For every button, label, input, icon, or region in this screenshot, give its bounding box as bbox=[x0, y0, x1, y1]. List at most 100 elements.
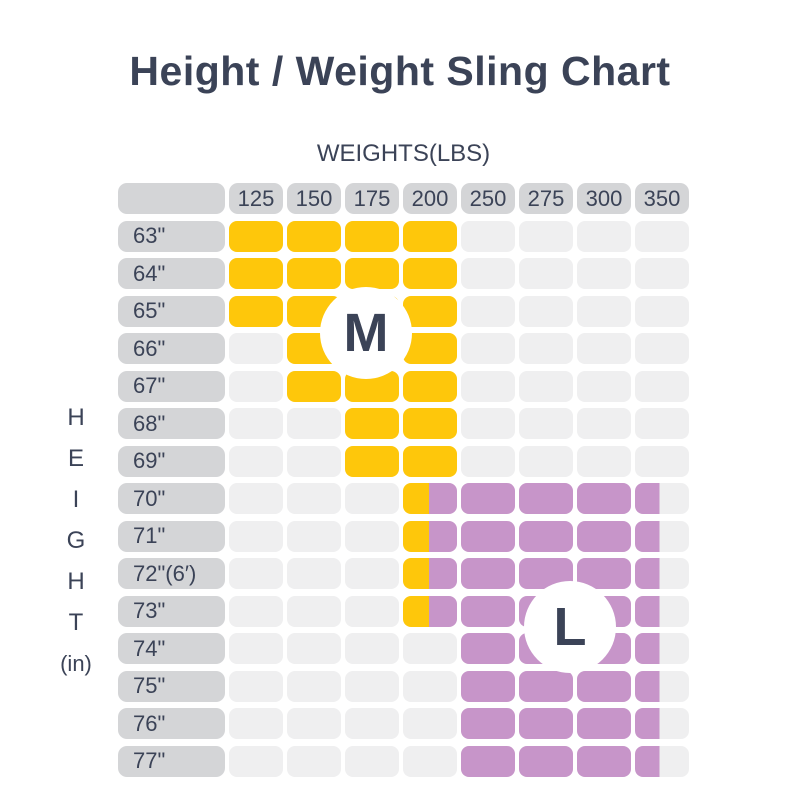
grid-cell bbox=[403, 483, 457, 514]
grid-cell bbox=[635, 483, 689, 514]
height-axis-letter: E bbox=[67, 445, 84, 472]
grid-cell bbox=[345, 558, 399, 589]
grid-cell bbox=[345, 708, 399, 739]
grid-cell bbox=[287, 220, 341, 252]
weight-column-header: 150 bbox=[287, 183, 341, 214]
height-axis-letter: G bbox=[66, 527, 86, 554]
size-l-label: L bbox=[553, 597, 587, 657]
grid-cell bbox=[519, 258, 573, 289]
grid-cell bbox=[287, 558, 341, 589]
weight-column-header: 350 bbox=[635, 183, 689, 214]
grid-cell bbox=[345, 220, 399, 252]
grid-cell bbox=[577, 408, 631, 439]
height-row-label: 71" bbox=[118, 520, 225, 552]
grid-cell bbox=[287, 520, 341, 552]
height-row-label: 77" bbox=[118, 745, 225, 777]
grid-cell bbox=[577, 258, 631, 289]
height-row-label: 67" bbox=[118, 370, 225, 402]
grid-cell bbox=[519, 520, 573, 552]
grid-cell bbox=[345, 258, 399, 289]
grid-cell bbox=[461, 558, 515, 589]
corner-spacer-cell bbox=[118, 183, 225, 214]
grid-cell bbox=[229, 445, 283, 477]
grid-cell bbox=[635, 745, 689, 777]
grid-cell bbox=[519, 333, 573, 364]
grid-cell bbox=[287, 708, 341, 739]
weights-axis-label: WEIGHTS(LBS) bbox=[316, 140, 491, 167]
grid-cell bbox=[229, 558, 283, 589]
grid-cell bbox=[635, 295, 689, 327]
grid-cell bbox=[635, 633, 689, 664]
grid-cell bbox=[519, 370, 573, 402]
height-axis-unit: (in) bbox=[60, 651, 92, 676]
grid-cell bbox=[403, 408, 457, 439]
grid-cell bbox=[403, 370, 457, 402]
grid-cell bbox=[403, 595, 457, 627]
grid-cell bbox=[403, 295, 457, 327]
grid-cell bbox=[229, 220, 283, 252]
grid-cell bbox=[519, 483, 573, 514]
grid-cell bbox=[461, 258, 515, 289]
grid-cell bbox=[635, 520, 689, 552]
grid-cell bbox=[287, 670, 341, 702]
grid-cell bbox=[577, 220, 631, 252]
grid-cell bbox=[403, 333, 457, 364]
grid-cell bbox=[635, 408, 689, 439]
grid-cell bbox=[229, 670, 283, 702]
grid-cell bbox=[403, 445, 457, 477]
grid-cell bbox=[229, 633, 283, 664]
height-row-label: 68" bbox=[118, 408, 225, 439]
weight-column-header: 250 bbox=[461, 183, 515, 214]
grid-cell bbox=[635, 220, 689, 252]
grid-cell bbox=[577, 483, 631, 514]
grid-cell bbox=[577, 520, 631, 552]
height-row-label: 70" bbox=[118, 483, 225, 514]
grid-cell bbox=[519, 445, 573, 477]
height-row-label: 75" bbox=[118, 670, 225, 702]
height-axis-letter: T bbox=[68, 609, 84, 636]
weight-column-header: 200 bbox=[403, 183, 457, 214]
height-row-label: 74" bbox=[118, 633, 225, 664]
height-row-label: 73" bbox=[118, 595, 225, 627]
grid-cell bbox=[461, 670, 515, 702]
grid-cell bbox=[577, 670, 631, 702]
height-row-label: 66" bbox=[118, 333, 225, 364]
grid-cell bbox=[519, 295, 573, 327]
height-row-label: 76" bbox=[118, 708, 225, 739]
grid-cell bbox=[229, 295, 283, 327]
grid-cell bbox=[345, 408, 399, 439]
grid-cell bbox=[403, 558, 457, 589]
grid-cell bbox=[635, 595, 689, 627]
grid-cell bbox=[635, 670, 689, 702]
grid-cell bbox=[635, 558, 689, 589]
grid-cell bbox=[345, 520, 399, 552]
grid-cell bbox=[229, 333, 283, 364]
grid-cell bbox=[577, 370, 631, 402]
grid-cell bbox=[229, 520, 283, 552]
size-m-label: M bbox=[343, 303, 389, 363]
grid-cell bbox=[461, 370, 515, 402]
height-row-label: 69" bbox=[118, 445, 225, 477]
height-row-label: 72"(6′) bbox=[118, 558, 225, 589]
grid-cell bbox=[461, 595, 515, 627]
grid-cell bbox=[461, 445, 515, 477]
grid-cell bbox=[229, 708, 283, 739]
grid-cell bbox=[287, 483, 341, 514]
grid-cell bbox=[461, 220, 515, 252]
grid-cell bbox=[577, 295, 631, 327]
weight-column-header: 300 bbox=[577, 183, 631, 214]
grid-cell bbox=[635, 708, 689, 739]
grid-cell bbox=[519, 220, 573, 252]
grid-cell bbox=[345, 483, 399, 514]
grid-cell bbox=[229, 595, 283, 627]
grid-cell bbox=[403, 258, 457, 289]
grid-cell bbox=[461, 708, 515, 739]
weight-column-header: 175 bbox=[345, 183, 399, 214]
grid-cell bbox=[635, 370, 689, 402]
grid-cell bbox=[345, 745, 399, 777]
grid-cell bbox=[287, 595, 341, 627]
grid-cell bbox=[345, 670, 399, 702]
grid-cell bbox=[519, 708, 573, 739]
grid-cell bbox=[519, 408, 573, 439]
